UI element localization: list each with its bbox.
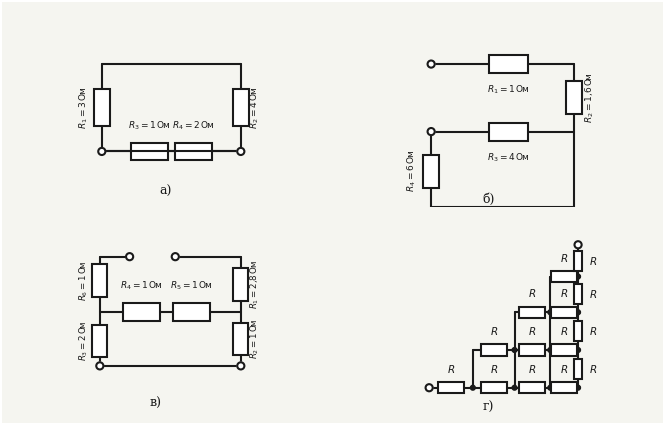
- FancyBboxPatch shape: [123, 303, 160, 321]
- Text: $R$: $R$: [560, 287, 568, 299]
- Text: б): б): [483, 192, 495, 206]
- Circle shape: [428, 128, 435, 135]
- FancyBboxPatch shape: [574, 285, 582, 304]
- Text: $R$: $R$: [529, 363, 537, 375]
- FancyBboxPatch shape: [92, 264, 108, 297]
- Text: $R_2=1\,\mathrm{О\!м}$: $R_2=1\,\mathrm{О\!м}$: [248, 319, 261, 360]
- Circle shape: [512, 385, 517, 390]
- Text: $R_6=1\,\mathrm{О\!м}$: $R_6=1\,\mathrm{О\!м}$: [78, 260, 90, 301]
- Circle shape: [574, 241, 582, 248]
- Text: $R$: $R$: [529, 287, 537, 299]
- Text: $R$: $R$: [589, 363, 597, 375]
- FancyBboxPatch shape: [489, 123, 529, 140]
- Text: $R_3=1\,\mathrm{О\!м}$: $R_3=1\,\mathrm{О\!м}$: [128, 119, 171, 131]
- Text: $R_2=1{,}6\,\mathrm{О\!м}$: $R_2=1{,}6\,\mathrm{О\!м}$: [584, 73, 596, 123]
- Circle shape: [98, 148, 106, 155]
- Circle shape: [512, 348, 517, 352]
- Text: $R$: $R$: [589, 325, 597, 337]
- Text: $R_4=2\,\mathrm{О\!м}$: $R_4=2\,\mathrm{О\!м}$: [172, 119, 214, 131]
- Text: в): в): [149, 397, 161, 410]
- Circle shape: [576, 274, 580, 279]
- FancyBboxPatch shape: [551, 382, 577, 393]
- Text: $R_3=4\,\mathrm{О\!м}$: $R_3=4\,\mathrm{О\!м}$: [487, 151, 530, 164]
- Circle shape: [96, 362, 104, 369]
- Circle shape: [172, 253, 179, 260]
- Text: $R$: $R$: [489, 325, 498, 337]
- Text: $R$: $R$: [489, 363, 498, 375]
- Circle shape: [548, 310, 552, 315]
- Text: $R$: $R$: [560, 251, 568, 264]
- Circle shape: [576, 385, 580, 390]
- Circle shape: [548, 385, 552, 390]
- FancyBboxPatch shape: [519, 344, 545, 356]
- Text: $R_1=1\,\mathrm{О\!м}$: $R_1=1\,\mathrm{О\!м}$: [487, 84, 530, 96]
- Text: $R$: $R$: [589, 288, 597, 300]
- FancyBboxPatch shape: [175, 142, 212, 160]
- FancyBboxPatch shape: [233, 268, 248, 301]
- Text: $R_3=2\,\mathrm{О\!м}$: $R_3=2\,\mathrm{О\!м}$: [78, 321, 90, 361]
- FancyBboxPatch shape: [131, 142, 168, 160]
- FancyBboxPatch shape: [92, 325, 108, 357]
- Text: $R$: $R$: [447, 363, 455, 375]
- Text: а): а): [159, 184, 171, 198]
- Text: $R_2=4\,\mathrm{О\!м}$: $R_2=4\,\mathrm{О\!м}$: [248, 86, 261, 129]
- Text: $R_5=1\,\mathrm{О\!м}$: $R_5=1\,\mathrm{О\!м}$: [170, 280, 212, 293]
- Text: $R$: $R$: [589, 255, 597, 267]
- FancyBboxPatch shape: [481, 344, 507, 356]
- Text: $R_4=6\,\mathrm{О\!м}$: $R_4=6\,\mathrm{О\!м}$: [405, 150, 418, 192]
- FancyBboxPatch shape: [551, 271, 577, 282]
- Text: $R$: $R$: [560, 363, 568, 375]
- Circle shape: [426, 384, 433, 391]
- Circle shape: [548, 348, 552, 352]
- FancyBboxPatch shape: [233, 323, 248, 355]
- Text: г): г): [483, 401, 495, 414]
- Circle shape: [576, 348, 580, 352]
- FancyBboxPatch shape: [173, 303, 210, 321]
- Circle shape: [237, 148, 244, 155]
- Circle shape: [126, 253, 133, 260]
- FancyBboxPatch shape: [438, 382, 464, 393]
- FancyBboxPatch shape: [423, 155, 439, 188]
- FancyBboxPatch shape: [574, 321, 582, 341]
- FancyBboxPatch shape: [574, 359, 582, 379]
- Text: $R_4=1\,\mathrm{О\!м}$: $R_4=1\,\mathrm{О\!м}$: [120, 280, 163, 293]
- Circle shape: [237, 362, 244, 369]
- Circle shape: [471, 385, 475, 390]
- Text: $R_1=2{,}8\,\mathrm{О\!м}$: $R_1=2{,}8\,\mathrm{О\!м}$: [248, 260, 261, 309]
- FancyBboxPatch shape: [519, 382, 545, 393]
- FancyBboxPatch shape: [94, 89, 110, 126]
- Circle shape: [576, 310, 580, 315]
- FancyBboxPatch shape: [489, 55, 529, 73]
- FancyBboxPatch shape: [233, 89, 249, 126]
- Circle shape: [428, 61, 435, 68]
- Text: $R_1=3\,\mathrm{О\!м}$: $R_1=3\,\mathrm{О\!м}$: [78, 86, 90, 129]
- FancyBboxPatch shape: [519, 307, 545, 318]
- FancyBboxPatch shape: [551, 307, 577, 318]
- Text: $R$: $R$: [560, 325, 568, 337]
- FancyBboxPatch shape: [566, 81, 582, 114]
- FancyBboxPatch shape: [551, 344, 577, 356]
- FancyBboxPatch shape: [574, 251, 582, 271]
- Text: $R$: $R$: [529, 325, 537, 337]
- FancyBboxPatch shape: [481, 382, 507, 393]
